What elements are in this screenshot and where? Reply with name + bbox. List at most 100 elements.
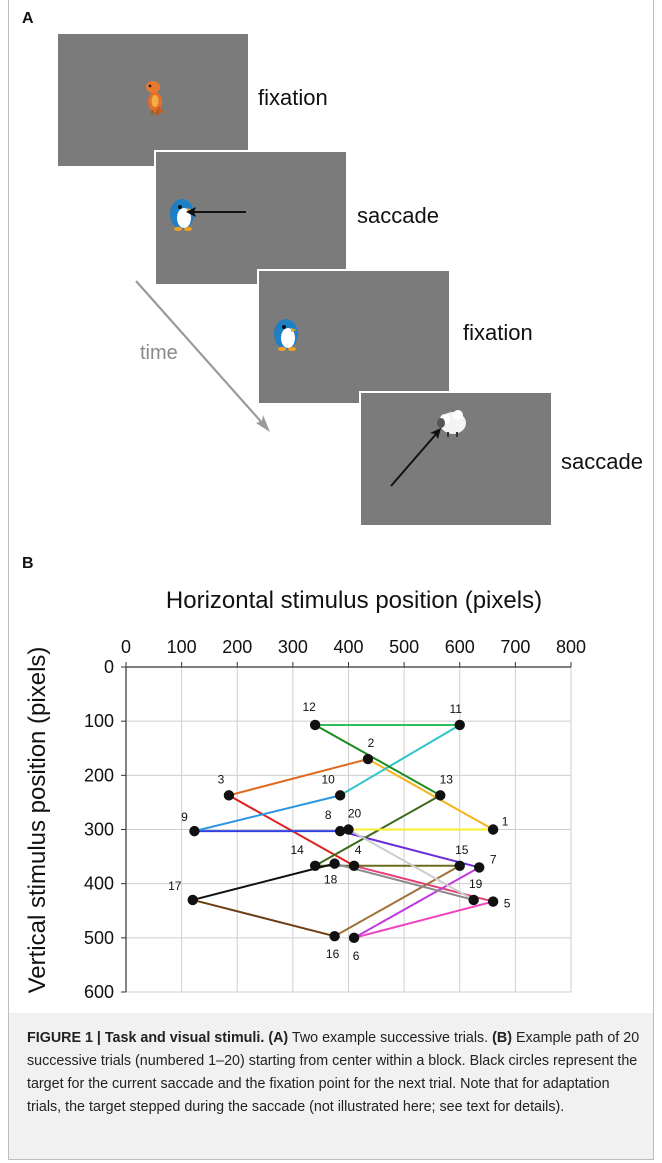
segment-4-5 [353, 864, 494, 903]
trial-label-19: 19 [469, 877, 483, 891]
segment-12-13 [314, 724, 441, 797]
trial-point-15 [454, 860, 465, 871]
penguin-icon [170, 199, 194, 231]
x-tick-label: 600 [445, 637, 475, 657]
caption-b-text: Example path of 20 successive trials (nu… [27, 1030, 640, 1115]
segment-1-2 [367, 758, 494, 831]
trial-point-17 [187, 894, 198, 906]
trial-point-6 [348, 932, 360, 944]
y-tick-label: 300 [84, 820, 114, 840]
trial-label-14: 14 [290, 843, 304, 857]
trial-label-1: 1 [502, 815, 509, 829]
trial-path-chart: Horizontal stimulus position (pixels) Ve… [0, 570, 662, 1010]
trial-point-19 [468, 894, 479, 906]
caption-a-label: (A) [268, 1030, 289, 1046]
caption-block: FIGURE 1 | Task and visual stimuli. (A) … [9, 1013, 653, 1159]
trial-point-14 [309, 860, 321, 871]
x-tick-label: 400 [333, 637, 363, 657]
segment-19-20 [348, 828, 475, 901]
x-tick-label: 800 [556, 637, 586, 657]
trial-label-20: 20 [348, 807, 362, 821]
trial-point-2 [362, 753, 374, 765]
y-tick-label: 0 [104, 657, 114, 677]
trial-label-13: 13 [440, 772, 454, 786]
tick-labels: 0 100 200 300 400 500 600 700 800 0 100 200 300 400 50… [84, 637, 586, 1002]
y-tick-label: 500 [84, 928, 114, 948]
figure-frame [8, 0, 654, 1160]
trial-point-1 [487, 824, 499, 835]
trial-label-9: 9 [181, 810, 188, 824]
trial-label-10: 10 [321, 772, 335, 786]
x-tick-label: 500 [389, 637, 419, 657]
saccade-arrowhead-2 [430, 428, 441, 439]
trial-segments [192, 723, 494, 939]
segment-18-19 [334, 862, 474, 901]
trial-point-7 [474, 862, 485, 873]
time-label: time [140, 342, 178, 364]
figure-caption: FIGURE 1 | Task and visual stimuli. (A) … [27, 1027, 642, 1119]
trial-label-17: 17 [168, 879, 182, 893]
y-tick-label: 600 [84, 982, 114, 1002]
saccade-arrowhead-1 [186, 207, 196, 217]
segment-15-16 [334, 864, 461, 938]
x-tick-label: 700 [500, 637, 530, 657]
trial-label-2: 2 [368, 736, 375, 750]
trial-point-11 [454, 719, 465, 731]
trial-point-3 [223, 790, 235, 801]
segment-16-17 [192, 898, 335, 938]
segment-2-3 [228, 758, 369, 797]
trial-label-15: 15 [455, 843, 469, 857]
stimulus-screen-1 [56, 32, 250, 168]
stimulus-screen-2 [154, 150, 348, 286]
segment-9-10 [194, 794, 341, 833]
y-tick-label: 100 [84, 711, 114, 731]
trial-point-13 [435, 790, 446, 801]
trial-label-16: 16 [326, 947, 340, 961]
segment-6-7 [353, 866, 480, 939]
trial-label-4: 4 [355, 843, 362, 857]
saccade-arrow-2 [390, 432, 438, 487]
x-tick-label: 200 [222, 637, 252, 657]
panel-a-letter: A [22, 10, 34, 27]
stage-label-1: fixation [258, 85, 328, 110]
segment-10-11 [339, 724, 461, 797]
trial-label-12: 12 [302, 700, 316, 714]
trial-point-12 [309, 719, 321, 731]
y-axis-title: Vertical stimulus position (pixels) [24, 647, 51, 994]
dinosaur-icon [146, 81, 165, 115]
stage-label-2: saccade [357, 203, 439, 228]
trial-point-9 [189, 825, 200, 837]
time-arrow [135, 280, 270, 432]
stimulus-screen-3 [257, 269, 451, 405]
x-tick-label: 0 [121, 637, 131, 657]
trial-label-3: 3 [218, 772, 225, 786]
sheep-icon [437, 410, 466, 437]
caption-b-label: (B) [492, 1030, 512, 1046]
trial-label-8: 8 [325, 808, 332, 822]
panel-b-letter: B [22, 555, 34, 572]
trial-label-5: 5 [504, 897, 511, 911]
segment-17-18 [192, 862, 335, 901]
trial-point-5 [487, 896, 499, 907]
chart-svg: Horizontal stimulus position (pixels) Ve… [24, 587, 586, 1002]
trial-point-10 [334, 790, 346, 801]
stimulus-screen-4 [359, 391, 553, 527]
trial-point-16 [329, 931, 340, 942]
segment-13-14 [314, 794, 441, 867]
trial-label-18: 18 [324, 873, 338, 887]
trial-label-11: 11 [450, 702, 463, 716]
x-axis-title: Horizontal stimulus position (pixels) [166, 587, 542, 614]
trial-point-8 [334, 825, 346, 837]
caption-a-text: Two example successive trials. [288, 1030, 489, 1046]
trial-point-4 [348, 860, 360, 871]
trial-label-7: 7 [490, 852, 497, 866]
trial-label-6: 6 [353, 949, 360, 963]
trial-point-20 [343, 824, 354, 835]
caption-figure-label: FIGURE 1 | Task and visual stimuli. [27, 1030, 265, 1046]
x-tick-label: 300 [278, 637, 308, 657]
stage-label-4: saccade [561, 449, 643, 474]
y-tick-label: 400 [84, 874, 114, 894]
trial-point-18 [329, 858, 340, 869]
penguin-icon [274, 319, 298, 351]
